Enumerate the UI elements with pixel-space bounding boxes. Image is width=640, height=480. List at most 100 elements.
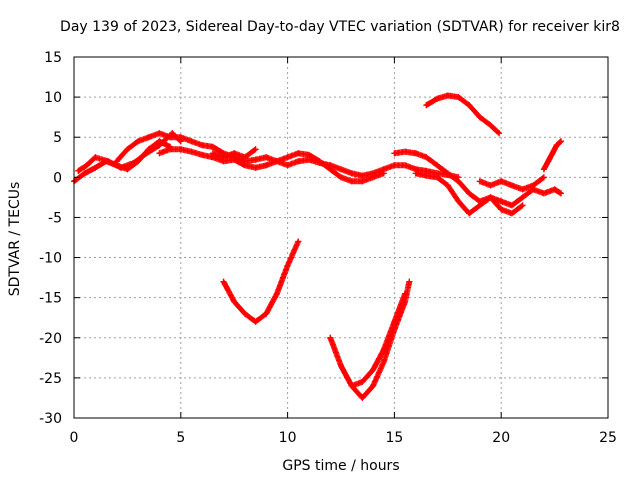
data-point: [105, 158, 112, 165]
data-point: [348, 382, 355, 389]
data-point: [370, 174, 377, 181]
data-point: [188, 138, 195, 145]
data-point: [549, 150, 556, 157]
x-tick-label: 20: [492, 430, 510, 446]
data-point: [359, 172, 366, 179]
data-point: [124, 146, 131, 153]
data-point: [370, 382, 377, 389]
data-point: [295, 150, 302, 157]
y-tick-label: 0: [53, 170, 62, 186]
data-markers: [391, 148, 564, 209]
data-point: [167, 134, 174, 141]
data-point: [83, 162, 90, 169]
series-arc-f: [220, 238, 302, 325]
plot-frame: [73, 56, 609, 419]
data-point: [177, 134, 184, 141]
data-point: [487, 122, 494, 129]
data-point: [553, 142, 560, 149]
data-point: [231, 156, 238, 163]
data-points: [71, 92, 565, 401]
grid: [74, 57, 608, 418]
data-point: [81, 170, 88, 177]
data-point: [167, 146, 174, 153]
series-arc-d: [156, 146, 387, 185]
data-point: [263, 310, 270, 317]
data-point: [540, 166, 547, 173]
data-point: [476, 114, 483, 121]
y-tick-label: 5: [53, 130, 62, 146]
data-point: [241, 162, 248, 169]
data-point: [402, 162, 409, 169]
data-point: [496, 130, 503, 137]
data-point: [380, 170, 387, 177]
data-point: [530, 182, 537, 189]
data-point: [135, 138, 142, 145]
data-point: [466, 210, 473, 217]
data-point: [487, 182, 494, 189]
y-tick-label: -25: [39, 371, 62, 387]
data-point: [444, 170, 451, 177]
y-tick-label: -20: [39, 331, 62, 347]
y-tick-label: -10: [39, 251, 62, 267]
data-point: [327, 334, 334, 341]
series-arc-m: [540, 138, 565, 173]
data-point: [380, 358, 387, 365]
data-point: [263, 154, 270, 161]
data-point: [508, 202, 515, 209]
data-point: [177, 146, 184, 153]
data-point: [519, 186, 526, 193]
ticks: 0 5 10 15 20 25 -30 -25 -20 -15 -10 -5 0 5 10 15: [39, 50, 617, 446]
data-point: [305, 151, 312, 158]
data-markers: [220, 238, 302, 325]
data-point: [231, 150, 238, 157]
data-point: [444, 92, 451, 99]
y-tick-label: -30: [39, 411, 62, 427]
data-point: [241, 310, 248, 317]
data-point: [455, 198, 462, 205]
data-point: [423, 172, 430, 179]
data-point: [540, 190, 547, 197]
series-arc-i: [391, 148, 565, 209]
data-point: [402, 148, 409, 155]
x-tick-label: 10: [279, 430, 297, 446]
data-point: [558, 190, 565, 197]
data-point: [145, 134, 152, 141]
data-point: [359, 178, 366, 185]
data-point: [295, 158, 302, 165]
data-point: [498, 178, 505, 185]
series-arc-l: [423, 92, 503, 137]
data-point: [143, 150, 150, 157]
data-point: [316, 158, 323, 165]
data-point: [455, 94, 462, 101]
y-tick-label: 15: [44, 50, 62, 66]
data-point: [156, 130, 163, 137]
data-point: [423, 154, 430, 161]
data-point: [284, 262, 291, 269]
data-point: [199, 142, 206, 149]
data-point: [359, 394, 366, 401]
data-point: [508, 182, 515, 189]
data-point: [476, 178, 483, 185]
data-point: [252, 146, 259, 153]
data-point: [252, 164, 259, 171]
data-point: [338, 362, 344, 369]
x-tick-label: 0: [70, 430, 79, 446]
data-point: [284, 162, 291, 169]
data-point: [434, 174, 441, 181]
data-point: [327, 166, 334, 173]
data-point: [252, 318, 259, 325]
chart-title: Day 139 of 2023, Sidereal Day-to-day VTE…: [60, 19, 620, 35]
data-point: [92, 164, 99, 171]
data-point: [434, 95, 441, 102]
data-point: [498, 206, 505, 213]
data-point: [519, 202, 526, 209]
data-point: [359, 378, 366, 385]
series-arc-k: [476, 174, 547, 193]
data-point: [444, 182, 451, 189]
data-point: [156, 150, 163, 157]
data-point: [338, 174, 344, 181]
data-point: [391, 162, 398, 169]
data-markers: [327, 278, 413, 401]
data-point: [551, 186, 558, 193]
